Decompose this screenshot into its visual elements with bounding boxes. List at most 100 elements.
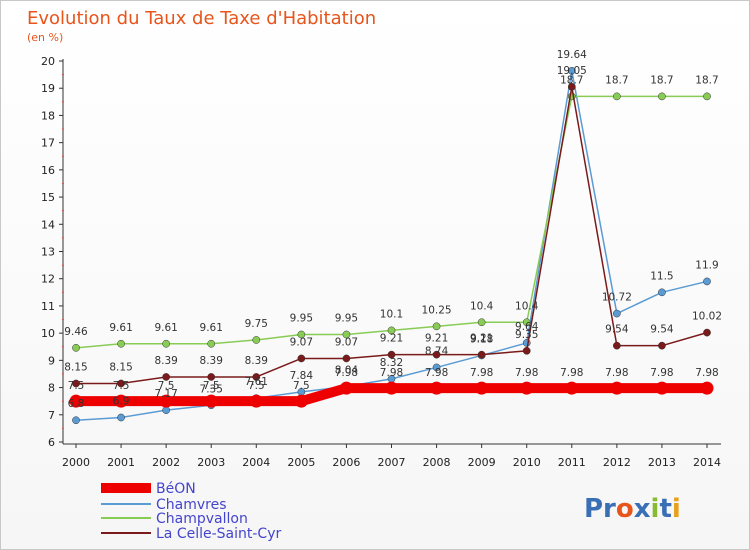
x-tick-label: 2013 <box>648 456 676 469</box>
data-label: 9.54 <box>650 324 674 336</box>
series-point-0 <box>114 394 128 408</box>
x-tick-label: 2001 <box>107 456 135 469</box>
y-tick-label: 10 <box>41 327 55 340</box>
data-label: 8.15 <box>64 361 87 373</box>
y-tick-label: 9 <box>48 354 55 367</box>
data-label: 18.7 <box>650 74 673 86</box>
data-label: 7.5 <box>203 380 220 392</box>
chart-subtitle: (en %) <box>27 31 63 44</box>
y-tick-label: 14 <box>41 218 55 231</box>
series-point-2 <box>72 343 80 352</box>
data-label: 9.07 <box>290 336 313 348</box>
data-label: 7.5 <box>293 380 310 392</box>
x-tick-label: 2002 <box>152 456 180 469</box>
data-label: 8.04 <box>335 364 359 376</box>
x-tick-label: 2014 <box>693 456 721 469</box>
data-label: 7.98 <box>605 367 628 379</box>
series-point-0 <box>610 381 624 395</box>
data-label: 10.4 <box>515 300 539 312</box>
y-tick-label: 13 <box>41 246 55 259</box>
chart-title: Evolution du Taux de Taxe d'Habitation <box>27 8 376 29</box>
x-tick-label: 2004 <box>242 456 270 469</box>
data-labels: 6.8 6.97.17 7.357.617.84 8.048.328.749.189.… <box>64 49 722 410</box>
series-point-1 <box>117 413 125 422</box>
series-point-0 <box>655 381 669 395</box>
data-label: 8.15 <box>109 361 132 373</box>
data-label: 8.39 <box>154 355 177 367</box>
series-point-2 <box>252 336 261 344</box>
data-label: 10.1 <box>380 308 403 320</box>
series-point-2 <box>297 330 306 339</box>
x-tick-label: 2012 <box>603 456 631 469</box>
x-tick-label: 2003 <box>197 456 225 469</box>
data-label: 9.21 <box>425 333 448 345</box>
y-minor-tick <box>62 209 64 212</box>
y-minor-tick <box>62 318 64 321</box>
y-minor-tick <box>62 128 64 130</box>
data-label: 9.35 <box>515 329 538 341</box>
data-label: 9.46 <box>64 326 88 338</box>
data-label: 9.07 <box>335 336 358 348</box>
data-label: 7.17 <box>154 388 177 400</box>
y-minor-tick <box>62 264 64 267</box>
legend-label: Champvallon <box>156 511 248 527</box>
y-tick-label: 16 <box>41 164 55 177</box>
data-label: 7.5 <box>113 380 130 392</box>
series-point-3 <box>252 373 261 381</box>
series-point-3 <box>477 350 486 359</box>
data-label: 10.72 <box>602 292 632 304</box>
series-point-1 <box>703 277 711 286</box>
data-label: 10.25 <box>422 304 452 316</box>
series-point-2 <box>207 339 216 348</box>
series-point-0 <box>249 394 263 408</box>
data-label: 7.98 <box>515 367 538 379</box>
x-tick-label: 2011 <box>558 456 586 469</box>
data-label: 18.7 <box>695 74 718 86</box>
y-tick-label: 7 <box>48 409 55 422</box>
series-point-2 <box>613 92 621 101</box>
series-point-0 <box>294 394 308 408</box>
series-point-2 <box>342 330 351 339</box>
y-minor-tick <box>62 155 64 158</box>
y-minor-tick <box>62 291 64 294</box>
series-point-3 <box>342 354 351 363</box>
x-tick-label: 2008 <box>423 456 451 469</box>
x-tick-label: 2007 <box>378 456 406 469</box>
series-point-3 <box>432 350 441 359</box>
data-label: 8.39 <box>200 355 223 367</box>
series-point-0 <box>204 394 218 408</box>
series-point-2 <box>117 339 125 348</box>
x-tick-label: 2006 <box>332 456 360 469</box>
data-label: 6.8 <box>68 398 85 410</box>
y-tick-label: 6 <box>48 436 55 449</box>
series-point-0 <box>159 394 173 408</box>
series-point-2 <box>387 326 396 335</box>
data-label: 9.61 <box>154 322 177 334</box>
data-label: 9.18 <box>470 333 493 345</box>
data-label: 10.02 <box>692 311 722 323</box>
data-label: 19.05 <box>557 65 587 77</box>
legend-label: Chamvres <box>156 497 227 513</box>
data-label: 18.7 <box>605 74 628 86</box>
series-point-0 <box>430 381 444 395</box>
x-tick-label: 2010 <box>513 456 541 469</box>
legend-label: La Celle-Saint-Cyr <box>156 526 281 542</box>
data-label: 7.84 <box>290 370 314 382</box>
data-label: 9.61 <box>200 322 223 334</box>
y-tick-label: 19 <box>41 82 55 95</box>
series-point-1 <box>567 66 576 75</box>
legend-label: BéON <box>156 481 196 497</box>
series-point-3 <box>207 373 216 381</box>
svg-text:Proxiti: Proxiti <box>584 494 681 524</box>
data-label: 6.9 <box>113 396 130 408</box>
x-tick-label: 2000 <box>62 456 90 469</box>
series-point-3 <box>703 328 711 337</box>
series-point-0 <box>385 381 398 395</box>
series-point-2 <box>432 322 441 331</box>
data-label: 7.98 <box>335 367 358 379</box>
data-label: 7.98 <box>380 367 403 379</box>
data-label: 8.74 <box>425 345 449 357</box>
series-point-3 <box>567 83 576 91</box>
series-point-1 <box>613 309 621 318</box>
data-label: 7.5 <box>158 380 175 392</box>
